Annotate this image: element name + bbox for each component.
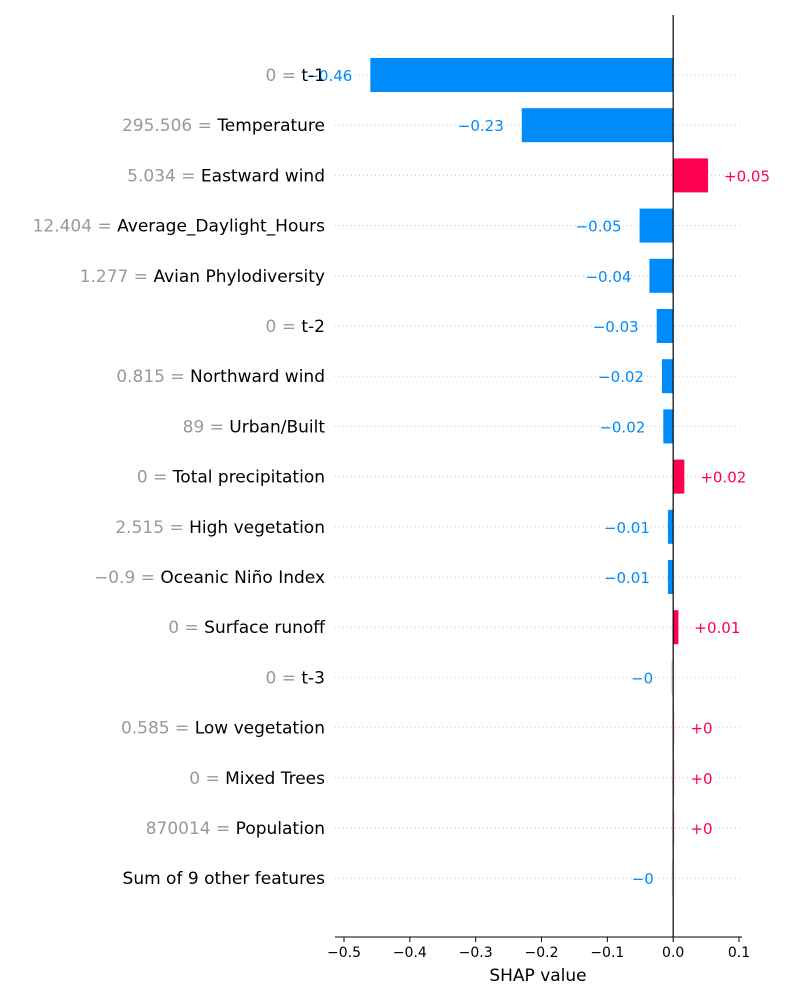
bar-total-precipitation [673,459,685,494]
feature-name: t-2 [301,317,325,337]
x-tick-label: 0.0 [662,945,684,961]
feature-label: 870014 = Population [146,819,325,839]
feature-label: 0 = Total precipitation [137,468,325,488]
feature-name: Oceanic Niño Index [160,568,325,588]
feature-value: 295.506 = [122,116,217,136]
bar-low-vegetation [673,710,675,745]
feature-label: 0 = t-2 [266,317,326,337]
bar-surface-runoff [673,610,679,645]
bar-avian-phylodiversity [649,258,674,293]
feature-name: t-1 [301,66,325,86]
bar-t-1 [370,58,674,92]
feature-label: 89 = Urban/Built [183,417,326,437]
x-axis-label: SHAP value [489,966,586,986]
bar-oceanic-ni-o-index [667,560,674,594]
feature-value: 0 = [266,317,302,337]
shap-value-label: −0.02 [598,368,644,386]
feature-value: 0 = [189,769,225,789]
feature-name: Temperature [216,116,325,136]
shap-value-label: −0.01 [604,569,650,587]
feature-label: 0 = Surface runoff [168,618,326,638]
feature-value: 12.404 = [33,217,118,237]
x-tick-label: −0.1 [590,945,624,961]
feature-value: 0.585 = [121,719,195,739]
feature-name: Avian Phylodiversity [153,267,325,287]
feature-value: 1.277 = [80,267,154,287]
bar-t-3 [671,660,674,695]
feature-label: 5.034 = Eastward wind [127,166,325,186]
feature-label: 0 = t-1 [266,66,326,86]
feature-name: Population [236,819,325,839]
shap-value-label: +0 [690,820,712,838]
bar-eastward-wind [673,158,709,193]
feature-value: 870014 = [146,819,236,839]
bar-mixed-trees [673,760,675,795]
shap-value-label: −0.01 [604,519,650,537]
feature-name: High vegetation [189,518,325,538]
feature-value: 5.034 = [127,166,201,186]
feature-label: 2.515 = High vegetation [115,518,325,538]
feature-name: Eastward wind [201,166,325,186]
shap-value-label: −0.04 [585,268,631,286]
bar-temperature [521,108,674,143]
feature-value: 0 = [266,66,302,86]
shap-value-label: −0.46 [306,67,352,85]
feature-name: Urban/Built [229,417,325,437]
feature-label: 0 = Mixed Trees [189,769,325,789]
shap-value-label: −0 [631,669,653,687]
shap-value-label: +0 [690,720,712,738]
feature-value: 0 = [168,618,204,638]
x-tick-label: −0.2 [525,945,559,961]
shap-value-label: +0.05 [724,167,770,185]
x-tick-label: −0.4 [393,945,427,961]
bar-t-2 [656,309,674,343]
shap-value-label: −0.23 [458,117,504,135]
bar-population [673,811,675,845]
feature-label: 0 = t-3 [266,668,326,688]
feature-label: 0.585 = Low vegetation [121,719,325,739]
feature-name: Sum of 9 other features [123,869,326,889]
shap-value-label: −0.02 [599,418,645,436]
feature-name: Low vegetation [195,719,325,739]
feature-name: Northward wind [190,367,325,387]
feature-name: Total precipitation [172,468,325,488]
shap-value-label: +0.01 [694,619,740,637]
bar-high-vegetation [667,509,674,544]
feature-label: −0.9 = Oceanic Niño Index [94,568,325,588]
feature-value: 0 = [137,468,173,488]
x-tick-label: −0.5 [327,945,361,961]
shap-value-label: +0.02 [700,469,746,487]
feature-name: Surface runoff [204,618,326,638]
x-tick-label: −0.3 [459,945,493,961]
bar-urban-built [663,409,674,444]
feature-name: t-3 [301,668,325,688]
feature-name: Average_Daylight_Hours [117,217,325,237]
feature-label: 12.404 = Average_Daylight_Hours [33,217,326,237]
shap-value-label: +0 [690,770,712,788]
feature-label: Sum of 9 other features [123,869,326,889]
feature-label: 0.815 = Northward wind [116,367,325,387]
bar-northward-wind [661,359,674,394]
x-tick-label: 0.1 [728,945,750,961]
feature-value: 89 = [183,417,230,437]
shap-value-label: −0.05 [576,218,622,236]
bar-average-daylight-hours [639,208,674,243]
shap-value-label: −0.03 [593,318,639,336]
feature-name: Mixed Trees [225,769,325,789]
feature-value: 2.515 = [115,518,189,538]
feature-value: −0.9 = [94,568,160,588]
feature-value: 0.815 = [116,367,190,387]
feature-value: 0 = [266,668,302,688]
feature-label: 295.506 = Temperature [122,116,325,136]
shap-value-label: −0 [632,870,654,888]
feature-label: 1.277 = Avian Phylodiversity [80,267,325,287]
bar-sum-of-9-other-features [671,861,674,896]
